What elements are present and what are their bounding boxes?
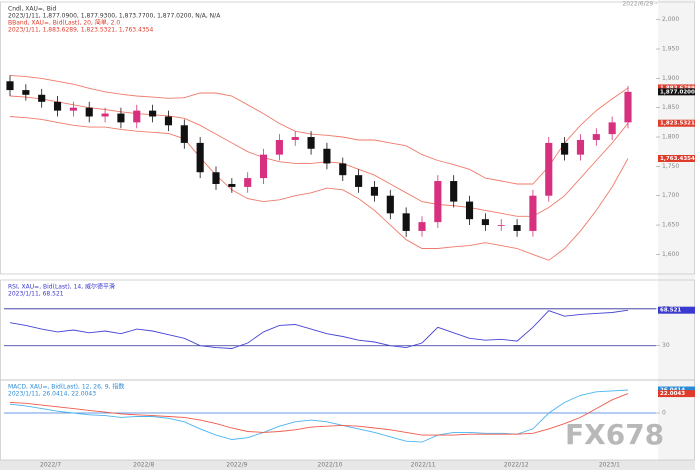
indicator-line (9, 309, 629, 349)
candle-body (561, 142, 569, 155)
y-tick-label: 1,950 (662, 46, 679, 53)
legend-text: RSI, XAU=, Bid(Last), 14, 威尔德平滑 (8, 283, 115, 291)
x-tick-label: 2022/8 (133, 462, 154, 469)
y-tick-label: 1,750 (662, 163, 679, 170)
price-tag-box (658, 390, 695, 398)
y-tick-label: 1,700 (662, 192, 679, 199)
candle-body (576, 139, 585, 155)
candle-body (133, 110, 141, 123)
price-tag: 68.521 (660, 308, 681, 314)
y-tick-label: 1,800 (662, 134, 679, 141)
candle-body (402, 213, 410, 231)
watermark: FX678 (565, 418, 664, 451)
price-tag: 1,823.5321 (660, 121, 695, 127)
candle-body (6, 81, 14, 91)
candle-body (53, 101, 62, 111)
candle-body (291, 137, 299, 140)
candle-body (275, 139, 283, 155)
x-tick-label: 2022/10 (318, 462, 343, 469)
y-tick-label: 0 (662, 410, 666, 417)
candle-body (149, 110, 157, 117)
candle-body (323, 148, 331, 164)
x-tick-label: 2022/7 (40, 462, 61, 469)
candle-body (307, 137, 315, 149)
candle-body (101, 113, 109, 117)
indicator-line (9, 74, 629, 185)
candle-body (196, 142, 204, 173)
candle-body (624, 91, 632, 123)
candle-body (22, 90, 30, 95)
x-tick-label: 2022/11 (411, 462, 436, 469)
indicator-line (9, 389, 629, 443)
candle-body (117, 113, 125, 123)
y-tick-label: 1,650 (662, 222, 679, 229)
price-tag: 1,877.0200 (660, 89, 695, 95)
indicator-line (9, 116, 629, 261)
y-tick-label: 2,000 (662, 16, 679, 23)
y-tick-label: 1,850 (662, 104, 679, 111)
candle-body (497, 225, 505, 226)
y-tick-label: 1,600 (662, 251, 679, 258)
candle-body (180, 125, 188, 143)
candle-body (418, 222, 426, 231)
candle-body (164, 116, 173, 126)
legend-text: 2023/1/11, 68.521 (8, 291, 64, 298)
legend-text: Cndl, XAU=, Bid (8, 6, 57, 13)
legend-text: BBand, XAU=, Bid(Last), 20, 简单, 2.0 (8, 19, 120, 27)
time-axis-bg (0, 460, 695, 470)
legend-text: 2023/1/11, 26.0414, 22.0043 (8, 391, 96, 398)
candle-body (259, 154, 268, 179)
price-tag: 1,763.4354 (660, 156, 695, 162)
x-tick-label: 2022/9 (226, 462, 247, 469)
price-tag-box (658, 84, 695, 92)
y-tick-label: 30 (662, 342, 670, 349)
price-tag-box (658, 386, 695, 394)
price-tag: 22.0043 (660, 391, 685, 397)
price-tag-box (658, 154, 695, 162)
candle-body (370, 186, 379, 196)
candle-body (85, 107, 93, 117)
candle-body (465, 201, 474, 220)
candle-body (434, 181, 442, 223)
candle-body (513, 225, 521, 231)
candle-body (69, 107, 77, 111)
candle-body (545, 142, 553, 196)
indicator-line (9, 95, 629, 217)
price-tag-box (658, 88, 695, 96)
candle-body (481, 219, 489, 226)
legend-text: 2023/1/11, 1,883.6289, 1,823.5321, 1,763… (8, 27, 153, 34)
price-tag-box (658, 119, 695, 127)
candle-body (450, 181, 458, 202)
candle-body (608, 122, 616, 135)
right-axis-bg (658, 0, 695, 470)
candle-body (592, 134, 600, 140)
indicator-line (9, 393, 629, 436)
candle-body (38, 94, 46, 102)
candle-body (244, 178, 252, 187)
price-tag-box (658, 306, 695, 314)
time-range: 2022/6/29 - 2023/1/11 (622, 1, 690, 8)
candle-body (228, 183, 236, 187)
legend-text: 2023/1/11, 1,877.0900, 1,877.9300, 1,873… (8, 13, 221, 20)
y-tick-label: 1,900 (662, 75, 679, 82)
x-tick-label: 2022/12 (504, 462, 529, 469)
candle-body (529, 195, 537, 231)
legend-text: MACD, XAU=, Bid(Last), 12, 26, 9, 指数 (8, 383, 124, 391)
candle-body (339, 163, 347, 176)
candle-body (212, 172, 220, 184)
candle-body (386, 195, 394, 214)
candle-body (355, 175, 363, 187)
x-tick-label: 2023/1 (599, 462, 620, 469)
